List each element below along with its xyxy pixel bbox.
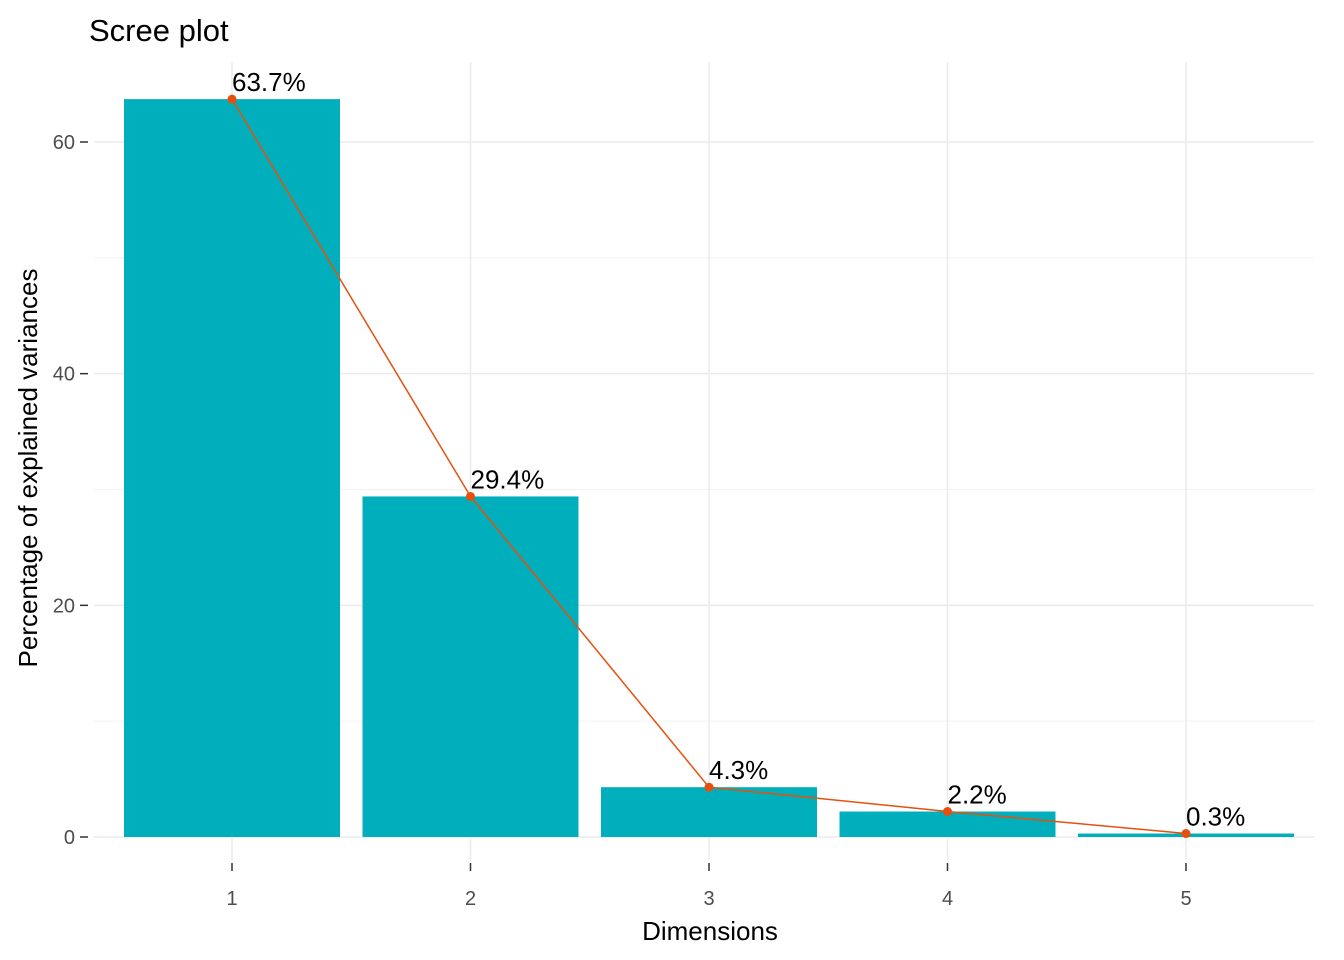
y-tick-label: 40 xyxy=(53,364,75,386)
data-label: 63.7% xyxy=(232,67,306,97)
line-point xyxy=(466,491,475,501)
line-point xyxy=(227,94,237,104)
y-axis-title: Percentage of explained variances xyxy=(13,269,43,668)
x-axis: 1 2 3 4 5 xyxy=(226,863,1192,910)
bars xyxy=(124,99,1294,838)
data-label: 0.3% xyxy=(1186,802,1245,832)
line-point xyxy=(704,782,714,792)
y-tick-label: 20 xyxy=(53,595,75,617)
bar xyxy=(362,496,579,837)
data-label: 4.3% xyxy=(709,755,768,785)
y-tick-label: 60 xyxy=(53,132,75,154)
data-labels: 63.7% 29.4% 4.3% 2.2% 0.3% xyxy=(232,67,1245,831)
y-axis: 0 20 40 60 xyxy=(53,132,88,849)
bar xyxy=(124,99,340,838)
data-label: 2.2% xyxy=(948,780,1007,810)
x-tick-label: 2 xyxy=(465,888,476,910)
bar xyxy=(601,787,817,837)
line-point xyxy=(1181,829,1191,839)
y-tick-label: 0 xyxy=(64,827,75,849)
x-axis-title: Dimensions xyxy=(642,916,778,946)
x-tick-label: 4 xyxy=(942,888,953,910)
trend-line-layer xyxy=(227,94,1191,839)
x-tick-label: 3 xyxy=(703,888,714,910)
x-tick-label: 5 xyxy=(1180,888,1191,910)
x-tick-label: 1 xyxy=(226,888,237,910)
line-point xyxy=(943,807,952,817)
data-label: 29.4% xyxy=(471,464,545,494)
chart-title: Scree plot xyxy=(89,13,229,48)
